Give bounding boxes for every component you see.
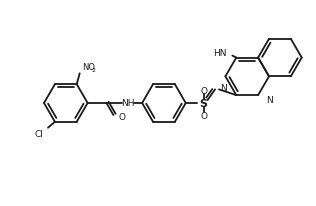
Text: NH: NH <box>122 98 135 107</box>
Text: Cl: Cl <box>35 130 44 138</box>
Text: O: O <box>200 112 207 121</box>
Text: NO: NO <box>82 63 95 72</box>
Text: HN: HN <box>213 49 226 58</box>
Text: O: O <box>200 86 207 95</box>
Text: S: S <box>200 98 208 109</box>
Text: O: O <box>118 113 125 122</box>
Text: N: N <box>220 83 227 92</box>
Text: 2: 2 <box>92 68 95 73</box>
Text: N: N <box>266 95 273 104</box>
